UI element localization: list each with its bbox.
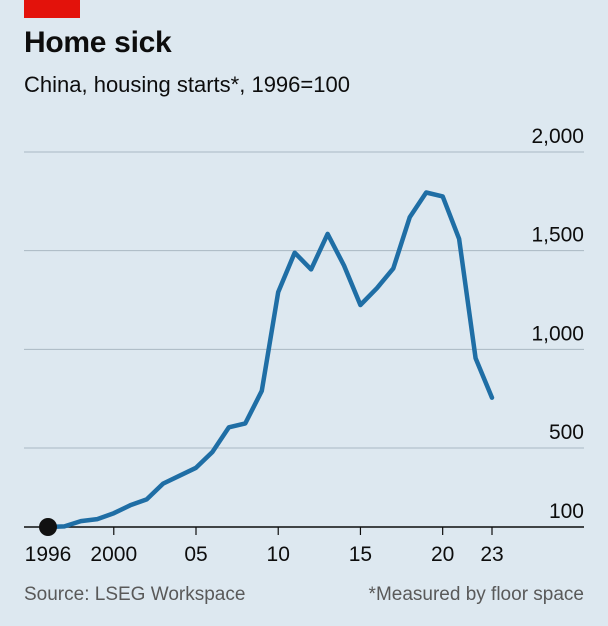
y-tick-label: 1,500 [531, 224, 584, 247]
x-tick-label: 10 [267, 543, 290, 566]
y-tick-label: 2,000 [531, 125, 584, 148]
x-tick-label: 1996 [25, 543, 72, 566]
series-group [39, 190, 495, 536]
x-tick-label: 15 [349, 543, 372, 566]
x-tick-label: 05 [184, 543, 207, 566]
line-chart: 100 500 1,000 1,500 2,000 1996 2000 05 10 15 20 23 [24, 125, 584, 566]
housing-starts-line [45, 190, 495, 530]
brand-tag [24, 0, 80, 18]
y-tick-label: 1,000 [531, 322, 584, 345]
source-note: Source: LSEG Workspace [24, 584, 246, 605]
y-tick-label: 500 [549, 421, 584, 444]
x-tick-label: 23 [480, 543, 503, 566]
chart-title: Home sick [24, 26, 172, 59]
x-tick-label: 20 [431, 543, 454, 566]
start-point-marker [39, 518, 57, 536]
y-axis-ticks: 100 500 1,000 1,500 2,000 [531, 125, 584, 523]
y-tick-label: 100 [549, 500, 584, 523]
chart-subtitle: China, housing starts*, 1996=100 [24, 72, 350, 97]
footnote: *Measured by floor space [368, 584, 584, 605]
gridlines [24, 151, 584, 528]
x-axis-ticks: 1996 2000 05 10 15 20 23 [25, 527, 504, 566]
x-tick-label: 2000 [90, 543, 137, 566]
